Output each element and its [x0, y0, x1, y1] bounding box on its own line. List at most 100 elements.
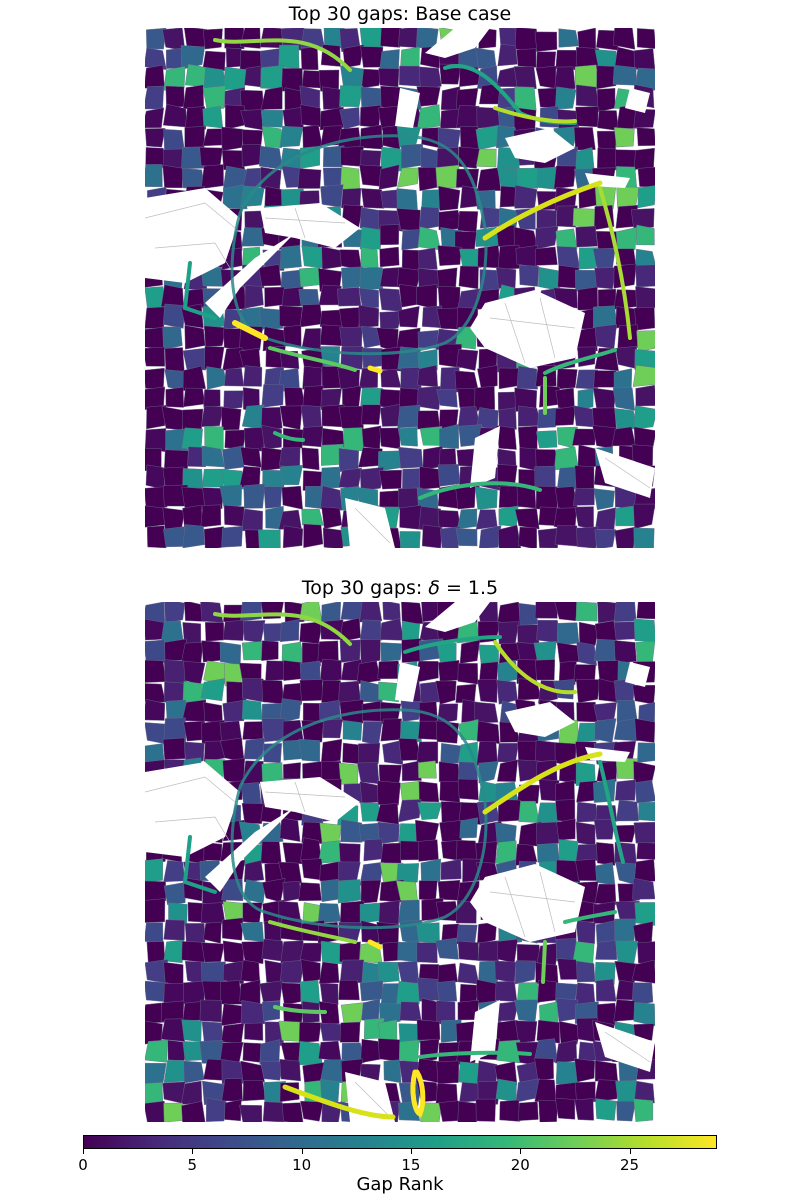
map-cell: [298, 738, 321, 762]
map-cell: [439, 781, 461, 803]
map-cell: [165, 387, 184, 408]
map-cell: [260, 86, 283, 110]
map-cell: [399, 531, 421, 548]
map-cell: [319, 982, 339, 1006]
map-cell: [145, 1062, 167, 1086]
map-cell: [535, 659, 556, 681]
map-cell: [477, 365, 498, 389]
map-cell: [613, 263, 637, 289]
map-cell: [477, 679, 498, 703]
map-cell: [575, 858, 597, 881]
map-cell: [399, 65, 422, 87]
map-cell: [416, 386, 442, 411]
map-cell: [279, 619, 300, 642]
map-cell: [612, 64, 637, 86]
map-cell: [162, 303, 186, 329]
map-cell: [575, 106, 599, 128]
map-cell: [614, 408, 638, 430]
map-cell: [534, 465, 556, 489]
map-cell: [201, 961, 226, 983]
map-cell: [534, 31, 558, 52]
map-cell: [536, 1019, 560, 1044]
map-cell: [221, 525, 243, 548]
map-cell: [417, 364, 438, 388]
map-cell: [303, 523, 324, 548]
map-cell: [241, 508, 263, 532]
map-cell: [339, 1021, 361, 1043]
map-cell: [360, 1038, 382, 1064]
map-cell: [556, 368, 578, 390]
map-cell: [635, 384, 655, 407]
map-cell: [498, 407, 517, 431]
map-cell: [319, 324, 344, 347]
map-cell: [184, 106, 207, 132]
map-cell: [616, 1101, 636, 1122]
map-cell: [241, 699, 263, 720]
map-cell: [597, 288, 617, 308]
map-cell: [342, 44, 365, 68]
map-cell: [596, 842, 616, 866]
map-cell: [575, 843, 598, 861]
map-cell: [241, 941, 264, 964]
map-cell: [201, 942, 225, 963]
map-cell: [417, 226, 441, 251]
map-cell: [242, 721, 264, 740]
colorbar-tick: [629, 1149, 631, 1154]
map-cell: [358, 287, 379, 309]
map-cell: [299, 267, 321, 288]
map-cell: [219, 641, 242, 665]
map-cell: [398, 899, 420, 923]
colorbar-tick: [192, 1149, 194, 1154]
map-cell: [611, 426, 636, 447]
map-cell: [634, 780, 655, 804]
map-cell: [555, 387, 575, 409]
map-cell: [615, 505, 636, 527]
map-cell: [202, 105, 224, 129]
map-cell: [337, 287, 362, 307]
map-cell: [299, 304, 323, 328]
map-cell: [242, 620, 266, 643]
map-cell: [222, 940, 244, 964]
map-cell: [594, 883, 617, 905]
map-cell: [319, 658, 342, 684]
map-cell: [145, 683, 166, 703]
map-cell: [377, 961, 400, 983]
map-cell: [220, 1003, 245, 1026]
map-cell: [419, 466, 441, 490]
map-cell: [617, 324, 638, 349]
map-cell: [437, 879, 461, 901]
map-cell: [145, 858, 164, 883]
map-cell: [440, 858, 462, 880]
title-main: Top 30 gaps:: [301, 577, 429, 599]
map-cell: [636, 602, 655, 620]
map-cell: [181, 1019, 202, 1042]
map-cell: [457, 940, 479, 961]
map-cell: [593, 370, 617, 388]
map-cell: [339, 326, 363, 350]
map-cell: [163, 681, 185, 703]
map-cell: [496, 267, 517, 289]
map-cell: [356, 660, 381, 685]
map-cell: [634, 307, 655, 331]
map-cell: [477, 940, 501, 962]
map-cell: [221, 1023, 245, 1044]
map-cell: [435, 937, 459, 960]
panel-title-base-case: Top 30 gaps: Base case: [0, 2, 800, 26]
map-cell: [378, 1038, 400, 1062]
map-cell: [401, 760, 422, 782]
map-cell: [359, 680, 383, 703]
map-cell: [221, 126, 244, 152]
map-cell: [637, 185, 655, 209]
map-cell: [145, 1039, 168, 1063]
map-cell: [535, 246, 558, 266]
map-cell: [536, 430, 558, 449]
map-cell: [418, 247, 438, 270]
map-cell: [359, 267, 384, 290]
map-cell: [338, 980, 360, 1001]
map-cell: [556, 998, 579, 1022]
map-cell: [497, 659, 518, 684]
map-cell: [320, 738, 343, 763]
map-cell: [260, 841, 282, 866]
map-cell: [616, 799, 639, 822]
map-cell: [593, 305, 618, 329]
